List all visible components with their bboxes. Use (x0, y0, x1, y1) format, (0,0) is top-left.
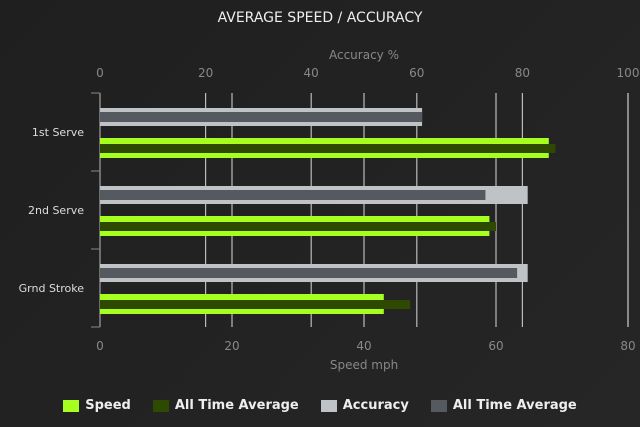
legend-swatch (430, 399, 447, 412)
top-tick-label: 0 (96, 66, 104, 80)
top-axis-label: Accuracy % (329, 48, 399, 62)
legend-swatch (152, 399, 169, 412)
bottom-tick-label: 80 (620, 339, 635, 353)
bottom-tick-label: 0 (96, 339, 104, 353)
top-tick-label: 40 (304, 66, 319, 80)
accuracy-average-bar (100, 190, 486, 200)
speed-average-bar (100, 300, 411, 309)
top-tick-label: 20 (198, 66, 213, 80)
category-label: 2nd Serve (28, 204, 84, 217)
accuracy-average-bar (100, 268, 518, 278)
legend-label: All Time Average (174, 398, 299, 413)
bottom-axis-label: Speed mph (330, 358, 398, 372)
top-tick-label: 100 (617, 66, 640, 80)
chart-title: AVERAGE SPEED / ACCURACY (218, 10, 423, 26)
bottom-tick-label: 40 (356, 339, 371, 353)
top-tick-label: 80 (515, 66, 530, 80)
legend-item[interactable]: All Time Average (152, 398, 299, 413)
accuracy-average-bar (100, 112, 423, 122)
legend-item[interactable]: All Time Average (430, 398, 577, 413)
top-tick-label: 60 (409, 66, 424, 80)
bottom-tick-label: 60 (488, 339, 503, 353)
legend-swatch (63, 399, 80, 412)
legend-swatch (320, 399, 337, 412)
category-label: Grnd Stroke (19, 282, 85, 295)
category-label: 1st Serve (32, 126, 84, 139)
legend: Speed All Time Average Accuracy All Time Av… (0, 398, 640, 413)
legend-label: Speed (85, 398, 131, 413)
legend-item[interactable]: Accuracy (320, 398, 409, 413)
speed-average-bar (100, 144, 556, 153)
legend-label: Accuracy (342, 398, 409, 413)
legend-label: All Time Average (452, 398, 577, 413)
legend-item[interactable]: Speed (63, 398, 131, 413)
speed-average-bar (100, 222, 496, 231)
bottom-tick-label: 20 (224, 339, 239, 353)
